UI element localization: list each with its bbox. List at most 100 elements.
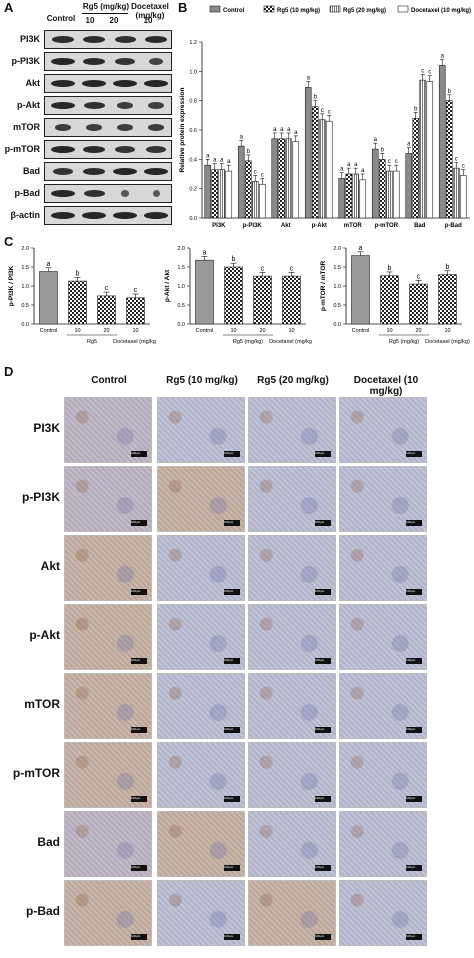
scale-bar: 100μm [131, 520, 147, 526]
x-tick-label: 10 [74, 328, 80, 334]
bar [211, 169, 219, 219]
bar [345, 173, 353, 219]
ihc-row-label: p-Akt [29, 628, 60, 642]
significance-letter: c [321, 108, 324, 114]
bar [371, 148, 379, 219]
blot-row-label: Bad [22, 166, 40, 176]
scale-bar: 100μm [224, 796, 240, 802]
significance-letter: c [455, 156, 458, 162]
blot-band [82, 168, 106, 175]
bar [338, 178, 346, 219]
ihc-col-header-docetaxel: Docetaxel (10 mg/kg) [353, 375, 419, 397]
significance-letter: b [381, 147, 385, 153]
y-tick-label: 0.0 [177, 322, 185, 328]
blot-row-label: p-Bad [14, 188, 41, 198]
bar [126, 297, 145, 325]
significance-letter: a [220, 158, 224, 164]
y-tick-label: 1.5 [21, 265, 29, 271]
blot-strip [44, 140, 172, 159]
bar [253, 275, 272, 325]
ihc-image: 100μm [157, 880, 245, 946]
significance-letter: b [247, 149, 251, 155]
bar [459, 175, 467, 219]
chart-c1: 0.0 0.5 1.0 1.5 2.0 p-PI3K / PI3K a Control b 10 c… [8, 246, 156, 345]
x-tick-label: p-PI3K [243, 223, 263, 229]
significance-letter: c [388, 159, 391, 165]
x-tick-label: p-Akt [312, 223, 327, 229]
bar [195, 259, 214, 325]
bar [438, 65, 446, 219]
blot-band [115, 146, 135, 153]
blot-band [113, 212, 137, 219]
ihc-image: 100μm [339, 466, 427, 532]
ihc-image: 100μm [339, 535, 427, 601]
significance-letter: c [261, 265, 265, 272]
blot-header-control: Control [46, 14, 76, 23]
blot-band [82, 146, 106, 153]
y-tick-label: 1.2 [189, 40, 197, 46]
bar [426, 81, 434, 219]
blot-strip [44, 162, 172, 181]
blot-band [51, 212, 75, 219]
significance-letter: c [421, 68, 424, 74]
legend-label: Control [223, 8, 245, 14]
bar [204, 164, 212, 219]
significance-letter: c [290, 265, 294, 272]
bar [244, 160, 252, 219]
ihc-image: 100μm [157, 535, 245, 601]
blot-band [82, 36, 106, 43]
blot-band [51, 80, 75, 87]
scale-bar: 100μm [224, 727, 240, 733]
blot-band [51, 146, 75, 153]
group-label-rg5: Rg5 (mg/kg) [389, 339, 419, 345]
x-tick-label: mTOR [344, 223, 363, 229]
significance-letter: b [232, 256, 236, 263]
panel-label-b: B [178, 0, 188, 15]
scale-bar: 100μm [315, 727, 331, 733]
ihc-image: 100μm [339, 742, 427, 808]
scale-bar: 100μm [315, 865, 331, 871]
significance-letter: c [395, 159, 398, 165]
y-tick-label: 0.0 [333, 322, 341, 328]
y-tick-label: 2.0 [21, 246, 29, 252]
ihc-col-header-rg5-20: Rg5 (20 mg/kg) [257, 375, 329, 386]
scale-bar: 100μm [315, 796, 331, 802]
bar [237, 145, 245, 219]
blot-strip [44, 206, 172, 225]
bar [318, 119, 326, 219]
x-tick-label: Control [40, 328, 58, 334]
blot-band [146, 146, 166, 153]
scale-bar: 100μm [224, 451, 240, 457]
blot-dose-20: 20 [109, 16, 119, 25]
blot-band [147, 124, 165, 131]
scale-bar: 100μm [406, 451, 422, 457]
ihc-row-label: PI3K [33, 421, 60, 435]
significance-letter: c [428, 70, 431, 76]
scale-bar: 100μm [406, 934, 422, 940]
blot-strip [44, 52, 172, 71]
blot-band [116, 102, 134, 109]
scale-bar: 100μm [131, 451, 147, 457]
ihc-image: 100μm [64, 604, 152, 670]
ihc-row-label: Bad [37, 835, 60, 849]
significance-letter: c [462, 164, 465, 170]
y-axis-label: p-Akt / Akt [164, 269, 171, 302]
blot-header-rg5-underline [82, 13, 128, 14]
y-tick-label: 1.0 [177, 284, 185, 290]
legend-swatch [263, 5, 275, 13]
y-tick-label: 0.0 [189, 216, 197, 222]
ihc-image: 100μm [64, 673, 152, 739]
ihc-row-label: p-mTOR [12, 766, 60, 780]
x-tick-label: p-mTOR [374, 223, 398, 229]
significance-letter: a [47, 261, 51, 268]
y-tick-label: 1.5 [177, 265, 185, 271]
significance-letter: b [76, 270, 80, 277]
blot-band [120, 190, 130, 197]
group-label-rg5: Rg5 (mg/kg) [233, 339, 263, 345]
blot-dose-10: 10 [85, 16, 95, 25]
significance-letter: c [254, 169, 257, 175]
blot-row-label: p-PI3K [11, 56, 40, 66]
y-axis-label: Relative protein expression [179, 88, 186, 173]
significance-letter: a [374, 137, 378, 143]
significance-letter: a [203, 249, 207, 256]
